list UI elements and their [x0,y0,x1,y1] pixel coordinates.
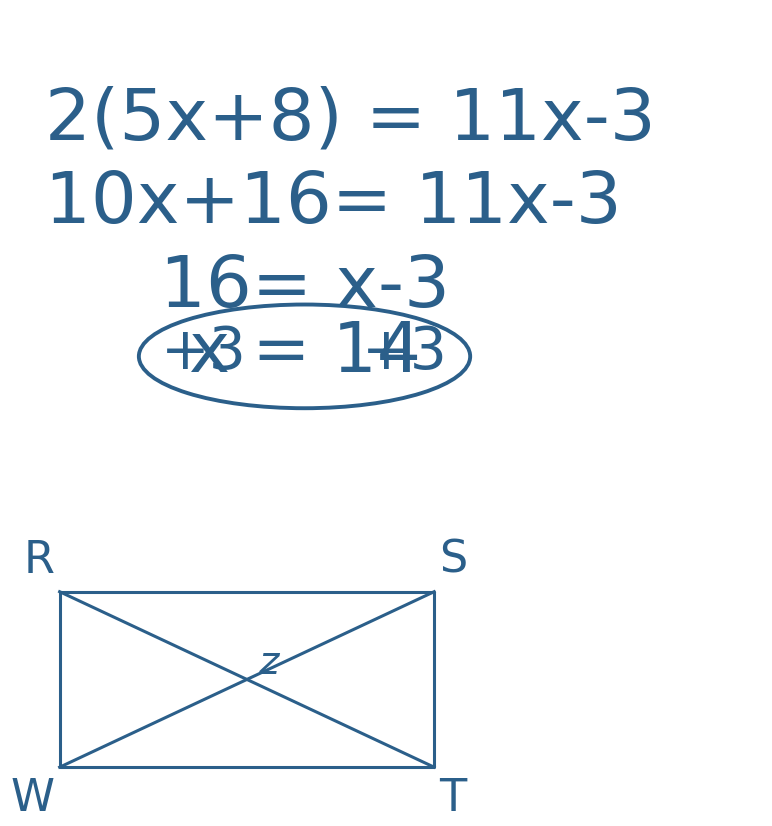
Text: +3: +3 [362,325,448,382]
Text: 2(5x+8) = 11x-3: 2(5x+8) = 11x-3 [46,85,656,154]
Text: 10x+16= 11x-3: 10x+16= 11x-3 [46,169,622,238]
Text: R: R [23,539,54,582]
Text: T: T [439,777,467,820]
Text: 16= x-3: 16= x-3 [161,253,451,321]
Text: x = 14: x = 14 [188,319,421,386]
Text: z: z [259,644,279,682]
Text: W: W [10,777,54,820]
Text: S: S [439,539,468,582]
Text: +3: +3 [161,325,246,382]
